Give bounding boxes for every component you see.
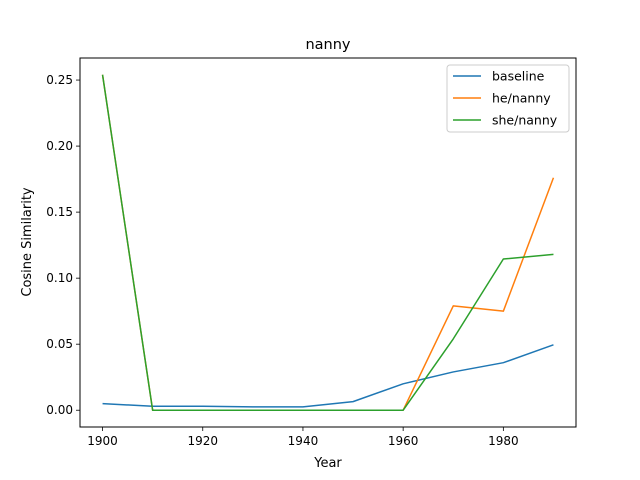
x-axis-label: Year: [313, 456, 342, 471]
series-line-0: [102, 344, 554, 408]
y-tick-label: 0.00: [46, 403, 73, 417]
chart-title: nanny: [305, 37, 350, 53]
legend-label-2: she/nanny: [492, 113, 558, 128]
legend-label-1: he/nanny: [492, 91, 551, 106]
y-tick-label: 0.10: [46, 271, 73, 285]
x-tick-label: 1980: [488, 434, 519, 448]
y-tick-label: 0.20: [46, 139, 73, 153]
x-tick-label: 1940: [288, 434, 319, 448]
x-tick-label: 1920: [187, 434, 218, 448]
legend: baseline he/nanny she/nanny: [446, 64, 570, 133]
y-axis: 0.00 0.05 0.10 0.15 0.20 0.25: [46, 73, 80, 417]
x-tick-label: 1960: [388, 434, 419, 448]
y-axis-label: Cosine Similarity: [20, 187, 35, 297]
legend-label-0: baseline: [492, 69, 545, 84]
plot-area: [101, 74, 555, 411]
y-tick-label: 0.25: [46, 73, 73, 87]
axes-frame: [79, 57, 577, 428]
series-line-2: [101, 74, 554, 411]
y-tick-label: 0.15: [46, 205, 73, 219]
x-tick-label: 1900: [87, 434, 118, 448]
y-tick-label: 0.05: [46, 337, 73, 351]
legend-box: [446, 64, 570, 133]
x-axis: 1900 1920 1940 1960 1980: [87, 427, 519, 448]
